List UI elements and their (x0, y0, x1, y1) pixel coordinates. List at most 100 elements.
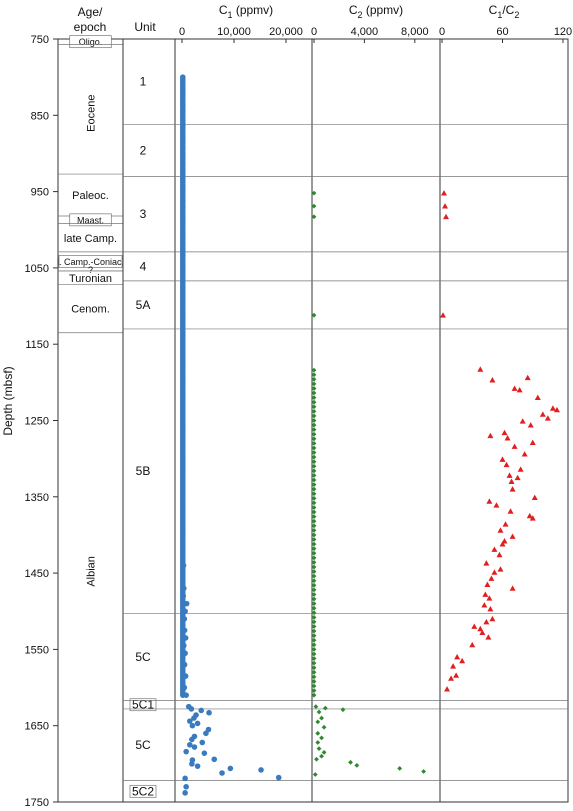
ratio-data-point (499, 541, 506, 547)
ratio-x-tick-label: 0 (439, 26, 445, 38)
ratio-data-point (483, 618, 490, 625)
c2-data-point (421, 769, 427, 774)
c1-data-point (181, 627, 188, 634)
ratio-data-point (453, 672, 460, 678)
c1-data-point (181, 661, 188, 668)
ratio-header-a: C (489, 3, 498, 17)
c1-data-point (181, 684, 188, 691)
ratio-data-point (441, 190, 448, 196)
ratio-data-point (491, 569, 498, 575)
ratio-data-point (440, 312, 447, 318)
c2-data-point (319, 753, 324, 759)
ratio-data-point (496, 551, 503, 558)
c2-data-point (311, 468, 317, 474)
age-epoch-header-line1: Age/ (78, 5, 103, 19)
epoch-label: Cenom. (71, 304, 110, 316)
c1-data-point (187, 718, 193, 724)
c2-data-point (397, 766, 403, 771)
c2-data-point (311, 473, 317, 478)
c2-data-point (311, 491, 317, 497)
c2-data-point (311, 596, 317, 602)
ratio-data-point (539, 411, 546, 417)
c2-data-point (316, 746, 322, 751)
c1-data-point (191, 715, 197, 721)
c2-header-sub: 2 (357, 10, 362, 20)
ratio-data-point (504, 435, 511, 441)
c2-data-point (340, 707, 346, 713)
epoch-label: Paleoc. (72, 190, 109, 202)
c2-data-point (311, 637, 317, 643)
ratio-data-point (503, 461, 510, 468)
c2-data-point (311, 367, 317, 373)
unit-column: 1 2 3 4 5A 5B 5C 5C1 5C 5C2 (122, 38, 176, 803)
ratio-data-point (509, 585, 516, 591)
c2-data-point (311, 518, 317, 524)
c2-x-tick-label: 8,000 (401, 26, 429, 38)
ratio-data-point (471, 623, 478, 629)
ratio-data-point (521, 451, 528, 457)
c2-data-point (314, 756, 319, 762)
age-epoch-header-line2: epoch (74, 20, 107, 34)
epoch-label: l. Camp.-Coniac. (57, 257, 124, 267)
depth-tick-label: 1550 (25, 644, 49, 656)
c2-data-point (311, 564, 317, 570)
ratio-data-point (487, 605, 494, 612)
c2-data-point (311, 642, 317, 648)
unit-label: 4 (140, 259, 147, 273)
ratio-data-point (553, 406, 560, 413)
data-panels: 0 10,000 20,000 0 4,000 8,000 0 60 120 (123, 26, 572, 803)
c2-data-point (311, 669, 317, 675)
epoch-label: late Camp. (64, 233, 117, 245)
c2-data-point (311, 674, 317, 680)
c2-data-point (311, 560, 317, 565)
ratio-data-point (519, 418, 526, 424)
c2-data-point (319, 735, 324, 741)
ratio-data-point (479, 629, 486, 636)
c1-header-sub: 1 (227, 10, 232, 20)
c1-data-point (181, 585, 187, 592)
c1-data-point (182, 608, 188, 615)
c1-data-point (183, 692, 189, 698)
epoch-label: ? (88, 265, 93, 275)
ratio-data-point (509, 486, 516, 492)
ratio-data-point (529, 515, 536, 521)
c2-data-point (311, 683, 317, 689)
c1-data-point (187, 741, 193, 748)
c2-data-point (311, 372, 317, 378)
c1-data-point (183, 783, 189, 790)
depth-tick-label: 950 (31, 187, 49, 199)
c2-x-tick-label: 4,000 (351, 26, 379, 38)
c2-data-point (311, 381, 317, 387)
c2-data-point (311, 541, 317, 547)
c1-data-point (258, 767, 264, 773)
depth-tick-label: 1650 (25, 721, 49, 733)
c1-data-point (206, 709, 212, 716)
depth-tick-label: 1350 (25, 492, 49, 504)
c2-data-point (311, 532, 317, 538)
c1-data-point (203, 730, 209, 737)
depth-axis-ticks: 750 850 950 1050 1150 1250 1350 1450 1550 1650 175… (25, 34, 58, 809)
ratio-data-point (493, 502, 500, 508)
ratio-data-point (477, 366, 484, 372)
ratio-data-point (524, 374, 531, 381)
c1-data-point (198, 707, 205, 714)
c2-data-point (311, 605, 317, 611)
ratio-data-point (486, 498, 493, 504)
ratio-data-point (481, 602, 488, 608)
c2-header-unit: (ppmv) (363, 3, 404, 17)
ratio-data-point (526, 512, 533, 519)
c1-data-point (211, 756, 218, 763)
c2-data-point (311, 450, 317, 455)
depth-axis-label: Depth (mbsf) (1, 366, 15, 435)
ratio-data-point (501, 429, 508, 436)
unit-tag-box (129, 698, 157, 712)
unit-tag-box (129, 784, 157, 798)
c2-data-point (354, 762, 360, 768)
c1-data-point (189, 736, 195, 743)
c1-data-point (275, 774, 282, 781)
ratio-x-tick-label: 120 (554, 26, 572, 38)
unit-label: 5C (135, 738, 151, 752)
ratio-data-point (469, 641, 476, 648)
ratio-panel: 0 60 120 (439, 26, 572, 692)
